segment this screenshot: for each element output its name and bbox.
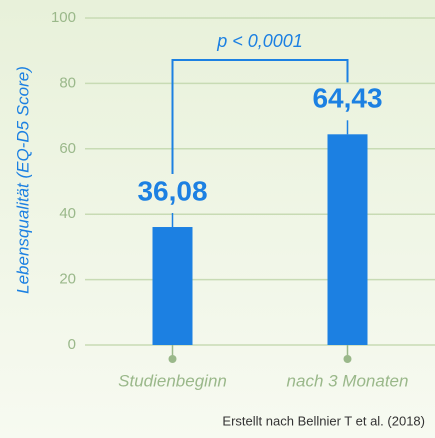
source: Erstellt nach Bellnier T et al. (2018) — [222, 413, 425, 428]
y-axis-label: Lebensqualität (EQ-D5 Score) — [13, 66, 32, 294]
x-tick-dot — [343, 355, 352, 363]
bar — [152, 227, 193, 345]
y-tick-label: 60 — [59, 140, 76, 157]
value-label: 64,43 — [312, 83, 382, 114]
value-label: 36,08 — [137, 175, 207, 206]
y-tick-label: 40 — [59, 205, 76, 222]
x-tick-label: nach 3 Monaten — [287, 371, 409, 390]
annotation: p < 0,0001 — [216, 31, 303, 51]
bar — [327, 134, 368, 345]
y-tick-label: 80 — [59, 74, 76, 91]
y-tick-label: 0 — [68, 336, 76, 353]
y-tick-label: 20 — [59, 271, 76, 288]
x-tick-dot — [168, 355, 177, 363]
significance-bracket — [171, 59, 349, 175]
y-tick-label: 100 — [51, 9, 76, 26]
x-tick-label: Studienbeginn — [118, 371, 227, 390]
